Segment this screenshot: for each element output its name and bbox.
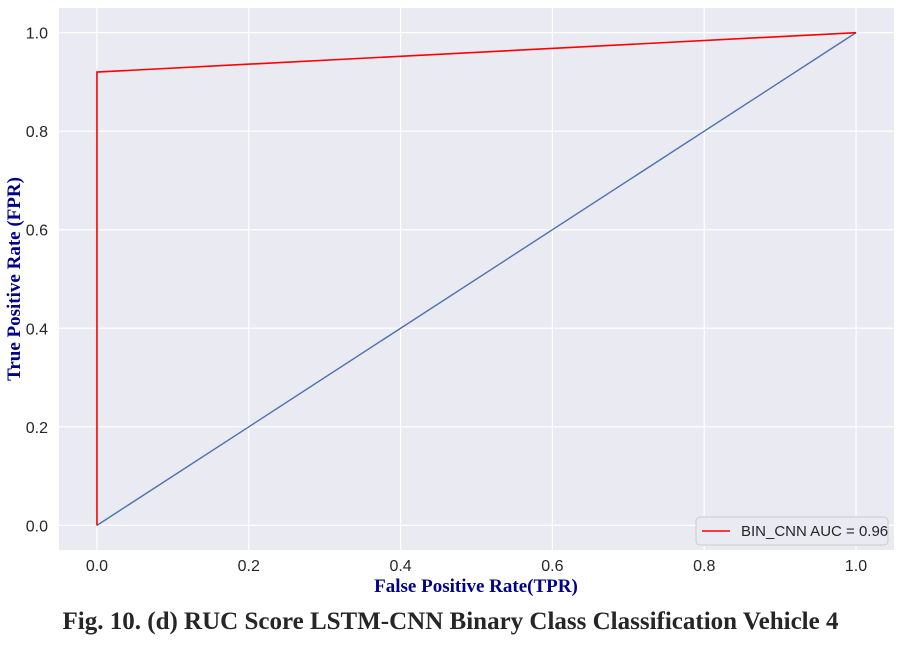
roc-chart: 0.0 0.2 0.4 0.6 0.8 1.0 0.0 0.2 0.4 0.6 0.8 1.0 Fal… bbox=[4, 8, 894, 597]
tick-labels: 0.0 0.2 0.4 0.6 0.8 1.0 0.0 0.2 0.4 0.6 0.8 1.0 bbox=[26, 26, 868, 575]
y-tick-label: 0.8 bbox=[26, 124, 48, 141]
y-tick-label: 0.6 bbox=[26, 223, 48, 240]
y-axis-label: True Positive Rate (FPR) bbox=[4, 177, 25, 381]
y-tick-label: 0.2 bbox=[26, 420, 48, 437]
x-axis-label: False Positive Rate(TPR) bbox=[374, 576, 578, 597]
x-tick-label: 0.2 bbox=[238, 558, 260, 575]
legend-box bbox=[695, 516, 889, 546]
x-tick-label: 0.6 bbox=[541, 558, 563, 575]
legend: BIN_CNN AUC = 0.96 bbox=[695, 516, 889, 546]
x-tick-label: 0.4 bbox=[389, 558, 411, 575]
y-tick-label: 0.0 bbox=[26, 518, 48, 535]
x-tick-label: 0.8 bbox=[693, 558, 715, 575]
roc-curve-line bbox=[96, 31, 857, 526]
legend-label: BIN_CNN AUC = 0.96 bbox=[741, 523, 888, 540]
y-tick-label: 1.0 bbox=[26, 26, 48, 43]
grid bbox=[59, 8, 894, 550]
x-tick-label: 1.0 bbox=[845, 558, 867, 575]
figure-caption: Fig. 10. (d) RUC Score LSTM-CNN Binary C… bbox=[62, 608, 839, 635]
series-layer bbox=[96, 31, 857, 526]
chance-diagonal-line bbox=[96, 32, 857, 526]
x-tick-label: 0.0 bbox=[86, 558, 108, 575]
y-tick-label: 0.4 bbox=[26, 321, 48, 338]
